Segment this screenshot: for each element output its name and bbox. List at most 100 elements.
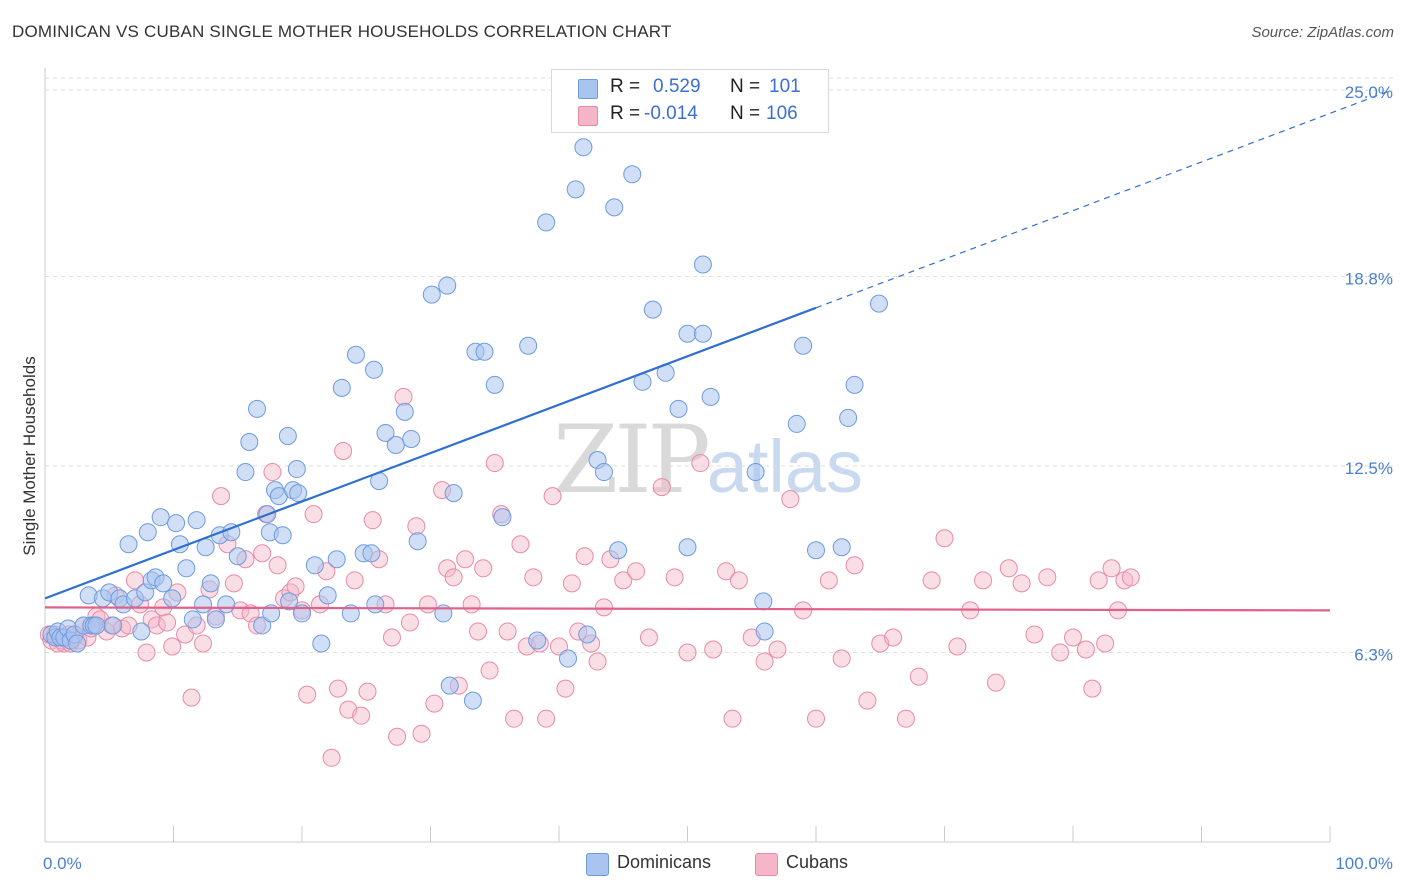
dominicans-point — [422, 285, 441, 304]
legend-r-value: -0.014 — [644, 103, 698, 124]
legend-r-label: R = — [610, 76, 641, 97]
dominicans-point — [519, 336, 538, 355]
dominicans-point — [693, 324, 712, 343]
cubans-point — [575, 547, 594, 566]
dominicans-point — [537, 213, 556, 232]
dominicans-point — [402, 429, 421, 448]
cubans-point — [1012, 574, 1031, 593]
dominicans-point — [183, 610, 202, 629]
cubans-point — [665, 568, 684, 587]
cubans-point — [704, 640, 723, 659]
legend-n-value: 101 — [769, 76, 801, 97]
dominicans-point — [364, 360, 383, 379]
cubans-point — [334, 442, 353, 460]
cubans-point — [819, 571, 838, 590]
cubans-point — [444, 568, 463, 587]
cubans-point — [537, 709, 556, 728]
dominicans-point — [287, 460, 306, 479]
cubans-point — [345, 571, 364, 590]
cubans-point — [498, 622, 517, 641]
cubans-point — [163, 637, 182, 656]
dominicans-point — [493, 508, 512, 527]
dominicans-point — [346, 345, 365, 364]
y-tick-label: 12.5% — [1345, 459, 1393, 478]
cubans-point — [691, 454, 710, 473]
cubans-swatch — [578, 106, 598, 126]
cubans-point — [182, 688, 201, 707]
dominicans-point — [669, 399, 688, 418]
cubans-point — [562, 574, 581, 593]
dominicans-point — [228, 547, 247, 566]
dominicans-point — [794, 336, 813, 355]
dominicans-point — [444, 484, 463, 503]
watermark: ZIPatlas — [553, 406, 863, 515]
cubans-point — [388, 727, 407, 746]
cubans-point — [358, 682, 377, 701]
cubans-point — [794, 601, 813, 620]
cubans-point — [1089, 571, 1108, 590]
cubans-point — [678, 643, 697, 662]
dominicans-point — [845, 375, 864, 394]
legend-row-dominicans: R = 0.529 N = 101 — [552, 73, 828, 101]
dominicans-point — [240, 432, 259, 451]
dominicans-point — [605, 198, 624, 217]
dominicans-point — [678, 324, 697, 343]
cubans-point — [142, 610, 161, 629]
cubans-point — [652, 478, 671, 497]
cubans-point — [974, 571, 993, 590]
tick-labels: 6.3% 12.5% 18.8% 25.0% 0.0% 100.0% — [43, 83, 1393, 873]
dominicans-point — [248, 399, 267, 418]
dominicans-point — [87, 616, 106, 635]
dominicans-point — [366, 595, 385, 614]
dominicans-point — [475, 342, 494, 361]
cubans-point — [543, 487, 562, 506]
cubans-point — [1083, 679, 1102, 698]
cubans-point — [524, 568, 543, 587]
cubans-point — [614, 571, 633, 590]
cubans-point — [322, 748, 341, 767]
legend-item-label: Cubans — [786, 852, 849, 872]
dominicans-point — [869, 294, 888, 313]
cubans-point — [723, 709, 742, 728]
x-tick-label: 0.0% — [43, 854, 82, 873]
dominicans-point — [194, 595, 213, 614]
cubans-point — [438, 559, 457, 578]
dominicans-point — [293, 604, 311, 623]
cubans-point — [627, 562, 646, 581]
y-tick-label: 18.8% — [1345, 270, 1393, 289]
cubans-point — [1096, 634, 1115, 653]
dominicans-point — [312, 634, 331, 653]
dominicans-point — [201, 574, 220, 593]
cubans-point — [550, 637, 568, 656]
dominicans-point — [609, 541, 628, 560]
dominicans-point — [327, 550, 346, 569]
cubans-point — [948, 637, 967, 656]
dominicans-point — [132, 622, 151, 641]
cubans-point — [884, 628, 903, 647]
dominicans-point — [305, 556, 324, 575]
dominicans-point — [678, 538, 697, 557]
dominicans-point — [278, 426, 297, 445]
cubans-point — [412, 724, 431, 743]
cubans-point — [263, 463, 282, 482]
dominicans-point — [528, 631, 547, 650]
cubans-point — [382, 628, 401, 647]
cubans-point — [400, 613, 419, 632]
cubans-point — [253, 544, 272, 563]
dominicans-point — [832, 538, 851, 557]
cubans-point — [425, 694, 444, 713]
cubans-point — [511, 535, 530, 554]
cubans-point — [1064, 628, 1082, 647]
cubans-point — [935, 529, 954, 548]
dominicans-point — [386, 435, 405, 454]
cubans-point — [286, 577, 305, 596]
cubans-point — [1121, 568, 1140, 587]
series-legend: Dominicans Cubans — [0, 852, 1406, 878]
cubans-point — [363, 511, 382, 530]
legend-n-label: N = — [730, 76, 761, 97]
cubans-point — [456, 550, 475, 569]
dominicans-point — [138, 523, 157, 542]
cubans-point — [407, 517, 426, 536]
cubans-point — [474, 559, 493, 578]
cubans-point — [896, 709, 915, 728]
